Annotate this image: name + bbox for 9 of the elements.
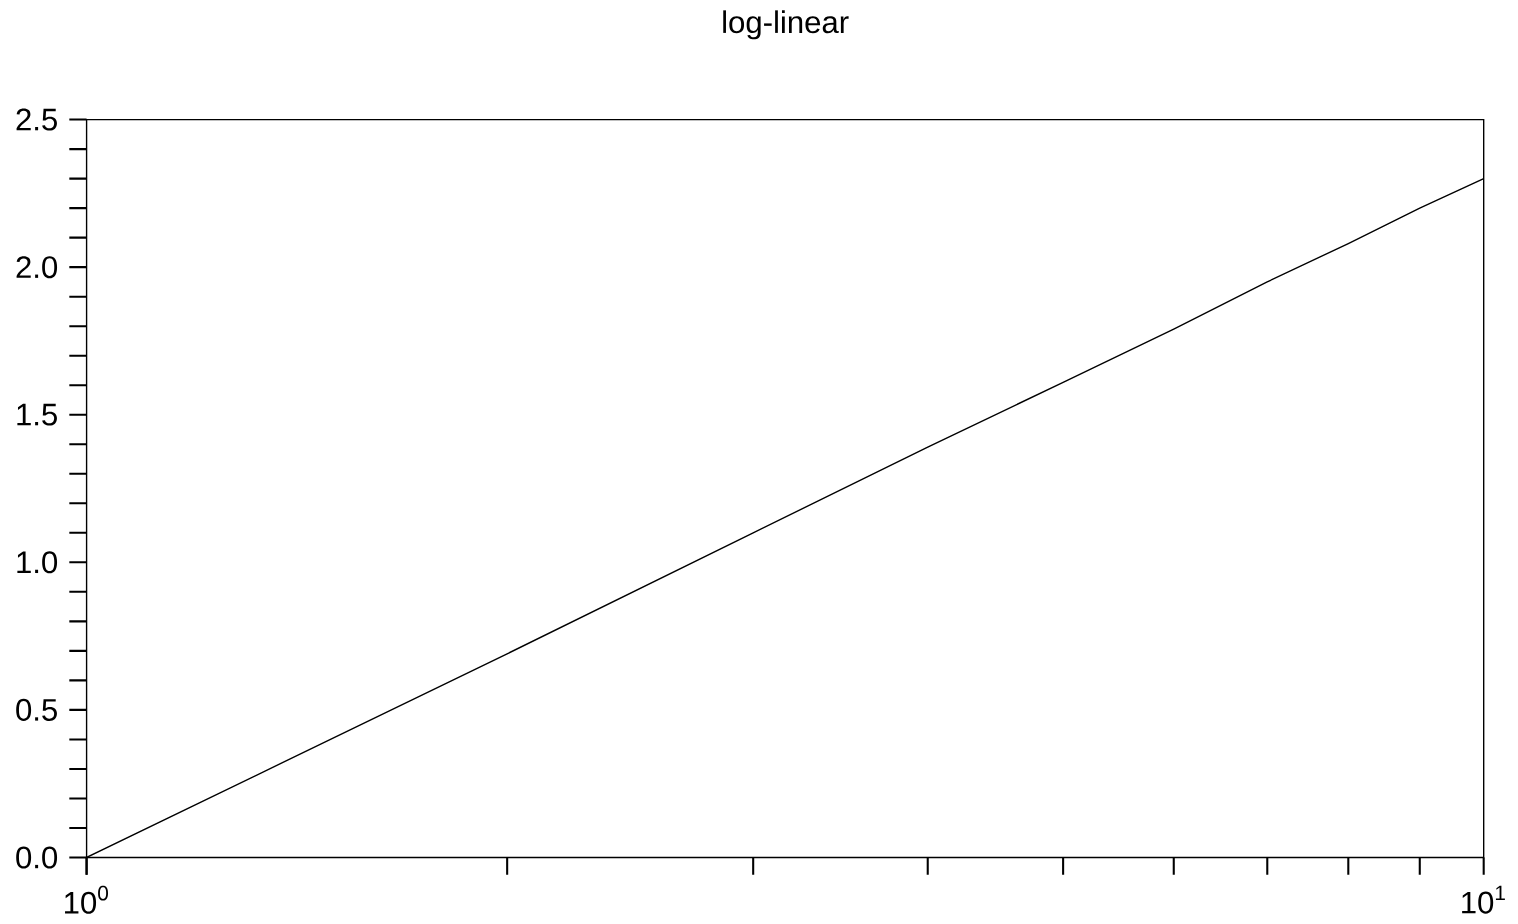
chart-title: log-linear: [723, 10, 849, 40]
x-tick-label: 10$^{1}$: [1462, 885, 1505, 914]
y-tick-label: 0.5: [16, 698, 57, 721]
x-tick-label: 10$^{0}$: [65, 885, 109, 914]
y-tick-label: 1.5: [17, 403, 57, 426]
y-tick-label: 1.0: [17, 551, 58, 574]
y-tick-label: 2.0: [16, 256, 58, 279]
y-tick-label: 2.5: [16, 108, 57, 131]
y-tick-label: 0.0: [16, 846, 58, 869]
